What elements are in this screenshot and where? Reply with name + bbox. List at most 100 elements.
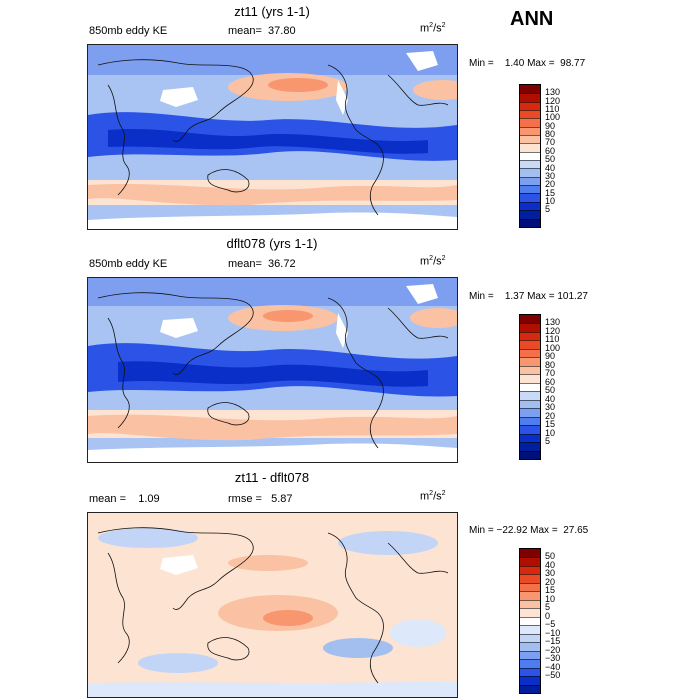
colorbar-tick-label: 70 [545,368,556,379]
season-label: ANN [510,8,554,30]
colorbar-cell [520,616,540,626]
colorbar-cell [520,608,540,617]
colorbar-cell [520,433,540,443]
colorbar-tick-label: 10 [545,195,556,206]
colorbar-tick-label: −10 [545,627,561,638]
colorbar-tick-label: 50 [545,385,556,396]
colorbar-tick-label: 20 [545,576,556,587]
colorbar-cell [520,625,540,634]
panel-top-colorbar [519,84,541,228]
colorbar-tick-label: 30 [545,568,556,579]
colorbar-cell [520,323,540,332]
colorbar-tick-label: −30 [545,653,561,664]
colorbar-cell [520,151,540,161]
colorbar-cell [520,85,540,94]
colorbar-tick-label: 15 [545,585,556,596]
colorbar-tick-label: 20 [545,179,556,190]
colorbar-cell [520,357,540,366]
colorbar-cell [520,382,540,392]
colorbar-cell [520,565,540,575]
panel-bottom-colorbar [519,548,541,694]
colorbar-cell [520,442,540,451]
colorbar-cell [520,450,540,459]
colorbar-cell [520,549,540,558]
colorbar-tick-label: 110 [545,104,560,115]
colorbar-tick-label: 70 [545,137,556,148]
colorbar-cell [520,126,540,136]
colorbar-tick-label: 20 [545,410,556,421]
panel-middle-variable: 850mb eddy KE [89,258,168,270]
colorbar-cell [520,642,540,651]
panel-middle-map-svg [88,278,457,462]
colorbar-tick-label: 40 [545,559,556,570]
colorbar-cell [520,425,540,434]
colorbar-tick-label: 120 [545,325,561,336]
colorbar-tick-label: 5 [545,602,551,613]
colorbar-tick-label: 10 [545,593,556,604]
colorbar-tick-label: 40 [545,393,556,404]
colorbar-cell [520,218,540,227]
colorbar-cell [520,374,540,383]
colorbar-cell [520,391,540,400]
colorbar-tick-label: −15 [545,636,561,647]
colorbar-tick-label: 80 [545,359,556,370]
colorbar-tick-label: 0 [545,610,551,621]
colorbar-cell [520,118,540,127]
colorbar-cell [520,676,540,685]
colorbar-cell [520,348,540,358]
panel-bottom-title: zt11 - dflt078 [234,470,310,485]
colorbar-tick-label: 10 [545,427,556,438]
colorbar-tick-label: 40 [545,162,556,173]
colorbar-cell [520,599,540,609]
colorbar-tick-label: −20 [545,644,561,655]
colorbar-cell [520,659,540,668]
colorbar-tick-label: 30 [545,402,556,413]
colorbar-tick-label: 90 [545,351,556,362]
panel-bottom-rmse: rmse = 5.87 [228,493,293,505]
colorbar-cell [520,667,540,677]
colorbar-tick-label: 5 [545,204,551,215]
colorbar-cell [520,399,540,409]
colorbar-tick-label: 120 [545,95,561,106]
colorbar-cell [520,176,540,186]
panel-middle-title: dflt078 (yrs 1-1) [226,236,318,251]
colorbar-tick-label: 60 [545,376,556,387]
colorbar-cell [520,557,540,566]
colorbar-cell [520,574,540,583]
colorbar-cell [520,143,540,152]
colorbar-cell [520,160,540,169]
colorbar-tick-label: 110 [545,334,560,345]
colorbar-cell [520,365,540,375]
colorbar-tick-label: 15 [545,187,556,198]
panel-top-variable: 850mb eddy KE [89,25,168,37]
panel-middle-colorbar [519,314,541,460]
colorbar-tick-label: 130 [545,87,561,98]
colorbar-cell [520,93,540,102]
panel-bottom-colorbar-cells [520,549,540,693]
colorbar-cell [520,185,540,194]
panel-top-title: zt11 (yrs 1-1) [234,4,310,19]
colorbar-cell [520,408,540,417]
colorbar-tick-label: 30 [545,170,556,181]
panel-bottom-minmax: Min = −22.92 Max = 27.65 [469,525,589,536]
colorbar-tick-label: 60 [545,145,556,156]
colorbar-tick-label: −40 [545,661,561,672]
colorbar-cell [520,650,540,660]
panel-bottom-map-svg [88,513,457,697]
colorbar-tick-label: 100 [545,112,561,123]
colorbar-cell [520,101,540,111]
colorbar-cell [520,416,540,426]
colorbar-tick-label: −50 [545,670,561,681]
panel-middle-minmax: Min = 1.37 Max = 101.27 [469,291,588,302]
colorbar-cell [520,168,540,177]
colorbar-cell [520,331,540,341]
panel-middle-map [87,277,458,463]
panel-bottom-map [87,512,458,698]
colorbar-cell [520,633,540,643]
panel-middle-mean: mean= 36.72 [228,258,296,270]
colorbar-tick-label: 100 [545,342,561,353]
colorbar-tick-label: 50 [545,154,556,165]
colorbar-tick-label: 5 [545,436,551,447]
colorbar-cell [520,135,540,144]
colorbar-tick-label: 50 [545,551,556,562]
